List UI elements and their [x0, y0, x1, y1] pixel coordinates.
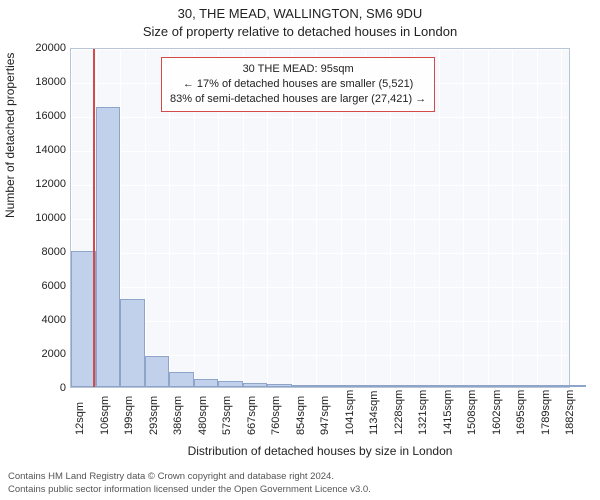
histogram-bar: [267, 384, 292, 387]
grid-line-h: [71, 219, 569, 220]
plot-area: 30 THE MEAD: 95sqm← 17% of detached hous…: [70, 48, 570, 388]
histogram-bar: [145, 356, 170, 387]
x-tick-label: 667sqm: [246, 396, 258, 435]
x-tick-label: 1882sqm: [564, 390, 576, 435]
grid-line-v: [537, 49, 538, 387]
x-tick-label: 1228sqm: [393, 390, 405, 435]
grid-line-h: [71, 151, 569, 152]
histogram-bar: [512, 385, 537, 387]
grid-line-h: [71, 117, 569, 118]
annotation-line: 83% of semi-detached houses are larger (…: [170, 92, 426, 107]
footer-line-1: Contains HM Land Registry data © Crown c…: [8, 471, 371, 483]
footer-attribution: Contains HM Land Registry data © Crown c…: [8, 471, 371, 496]
x-tick-label: 1321sqm: [417, 390, 429, 435]
grid-line-v: [145, 49, 146, 387]
x-tick-label: 1695sqm: [515, 390, 527, 435]
histogram-bar: [537, 385, 562, 387]
x-tick-label: 1134sqm: [368, 391, 380, 435]
x-tick-label: 1415sqm: [442, 390, 454, 435]
histogram-bar: [341, 385, 366, 387]
footer-line-2: Contains public sector information licen…: [8, 484, 371, 496]
y-tick-label: 6000: [16, 280, 66, 292]
histogram-bar: [316, 385, 341, 387]
x-tick-label: 1789sqm: [540, 390, 552, 435]
x-tick-label: 573sqm: [221, 396, 233, 435]
grid-line-v: [488, 49, 489, 387]
annotation-line: ← 17% of detached houses are smaller (5,…: [170, 77, 426, 92]
histogram-bar: [169, 372, 194, 387]
histogram-bar: [96, 107, 121, 388]
grid-line-h: [71, 49, 569, 50]
reference-line: [93, 49, 95, 387]
y-tick-label: 18000: [16, 76, 66, 88]
histogram-bar: [292, 385, 317, 387]
histogram-bar: [243, 383, 268, 387]
histogram-bar: [463, 385, 488, 387]
histogram-bar: [488, 385, 513, 387]
x-tick-label: 1508sqm: [466, 390, 478, 435]
grid-line-v: [512, 49, 513, 387]
x-tick-label: 199sqm: [123, 396, 135, 435]
x-axis-label: Distribution of detached houses by size …: [70, 444, 570, 458]
grid-line-h: [71, 287, 569, 288]
x-tick-label: 947sqm: [319, 396, 331, 435]
y-tick-label: 20000: [16, 42, 66, 54]
grid-line-v: [561, 49, 562, 387]
grid-line-h: [71, 185, 569, 186]
histogram-bar: [120, 299, 145, 387]
x-tick-label: 12sqm: [74, 402, 86, 435]
y-tick-label: 16000: [16, 110, 66, 122]
grid-line-v: [463, 49, 464, 387]
grid-line-h: [71, 253, 569, 254]
grid-line-v: [439, 49, 440, 387]
y-tick-label: 2000: [16, 348, 66, 360]
annotation-line: 30 THE MEAD: 95sqm: [170, 62, 426, 77]
x-tick-label: 760sqm: [270, 396, 282, 435]
x-tick-label: 106sqm: [99, 396, 111, 435]
chart-title-main: 30, THE MEAD, WALLINGTON, SM6 9DU: [0, 6, 600, 21]
histogram-bar: [414, 385, 439, 387]
chart-title-sub: Size of property relative to detached ho…: [0, 24, 600, 39]
y-tick-label: 8000: [16, 246, 66, 258]
y-tick-label: 14000: [16, 144, 66, 156]
histogram-bar: [561, 385, 586, 387]
y-tick-label: 4000: [16, 314, 66, 326]
histogram-bar: [365, 385, 390, 387]
histogram-bar: [218, 381, 243, 387]
x-tick-label: 480sqm: [197, 396, 209, 435]
x-tick-label: 293sqm: [148, 396, 160, 435]
annotation-box: 30 THE MEAD: 95sqm← 17% of detached hous…: [161, 57, 435, 112]
x-tick-label: 854sqm: [295, 396, 307, 435]
y-axis-label: Number of detached properties: [3, 53, 17, 218]
y-tick-label: 12000: [16, 178, 66, 190]
x-tick-label: 1041sqm: [344, 390, 356, 435]
y-tick-label: 0: [16, 382, 66, 394]
histogram-bar: [194, 379, 219, 388]
histogram-bar: [439, 385, 464, 387]
x-tick-label: 1602sqm: [491, 390, 503, 435]
histogram-bar: [390, 385, 415, 387]
x-tick-label: 386sqm: [172, 396, 184, 435]
y-tick-label: 10000: [16, 212, 66, 224]
grid-line-h: [71, 321, 569, 322]
